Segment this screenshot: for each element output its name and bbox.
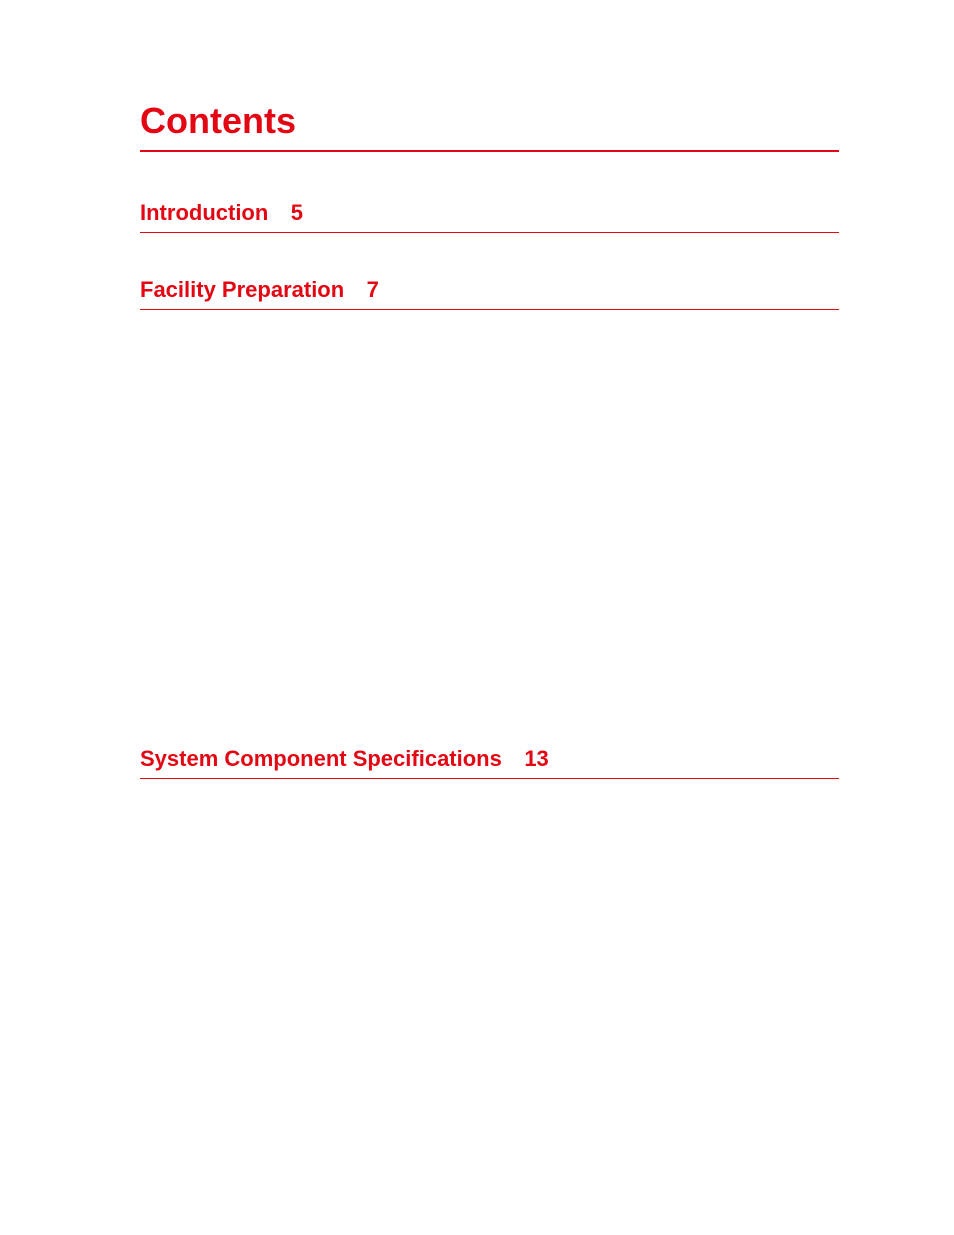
page-title: Contents (140, 100, 839, 152)
toc-entry[interactable]: Introduction 5 (140, 200, 839, 233)
toc-entry-page: 5 (291, 200, 303, 225)
toc-entry-page: 7 (367, 277, 379, 302)
toc-entry[interactable]: System Component Specifications 13 (140, 746, 839, 779)
toc-entry[interactable]: Facility Preparation 7 (140, 277, 839, 310)
toc-entry-title: System Component Specifications (140, 746, 502, 771)
toc-entry-page: 13 (524, 746, 548, 771)
page-content: Contents Introduction 5 Facility Prepara… (0, 0, 954, 779)
toc-entry-title: Facility Preparation (140, 277, 344, 302)
toc-entry-title: Introduction (140, 200, 268, 225)
